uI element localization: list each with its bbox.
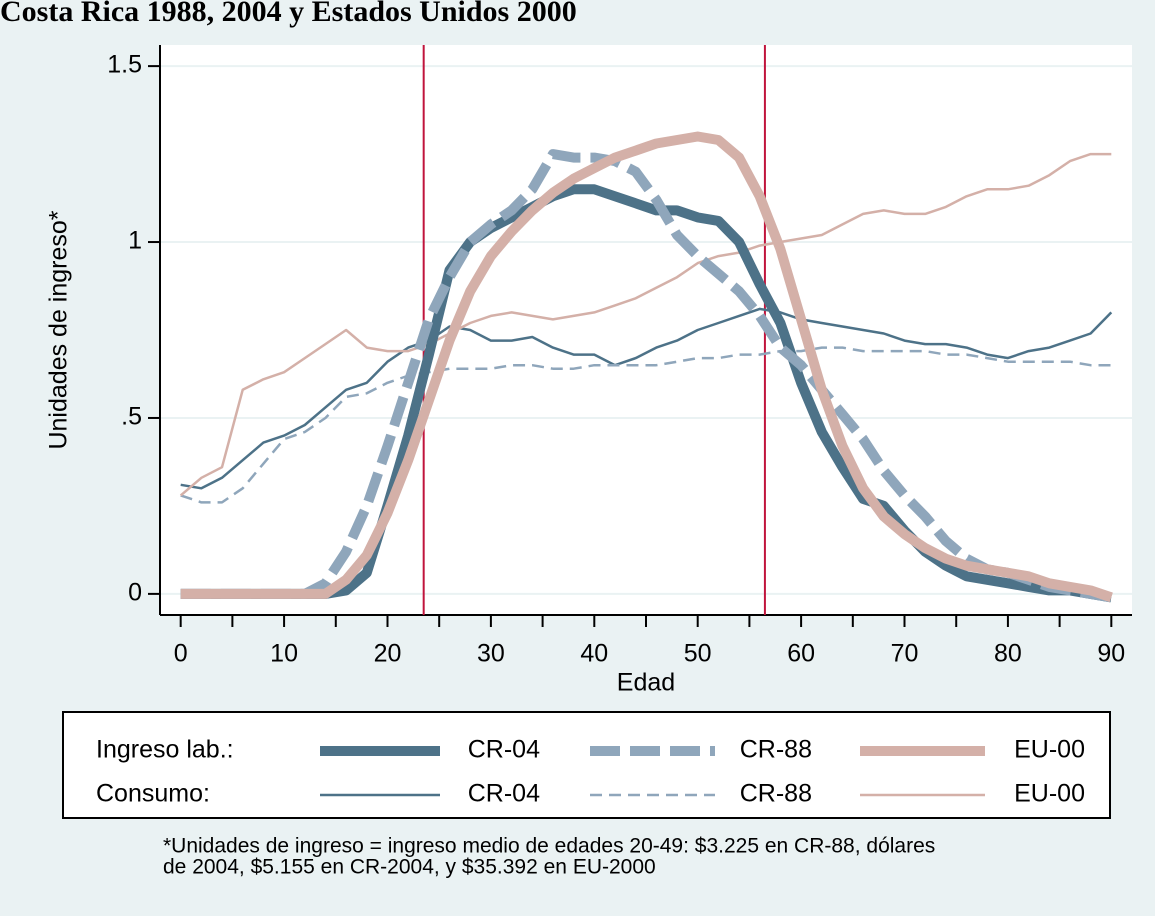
x-tick-label: 50 — [684, 640, 712, 668]
legend-group-label: Ingreso lab.: — [96, 736, 234, 764]
legend-group-label: Consumo: — [96, 780, 210, 808]
legend-box — [62, 711, 1111, 819]
y-tick-label: 1.5 — [107, 51, 142, 79]
legend-label: CR-88 — [740, 736, 812, 764]
x-axis-label: Edad — [617, 669, 675, 697]
y-tick-label: 1 — [128, 227, 142, 255]
x-tick-label: 30 — [477, 640, 505, 668]
y-tick-label: 0 — [128, 578, 142, 606]
y-axis-label: Unidades de ingreso* — [45, 210, 73, 449]
legend-label: EU-00 — [1014, 780, 1085, 808]
x-tick-label: 40 — [580, 640, 608, 668]
legend-label: CR-04 — [468, 780, 540, 808]
series-line — [179, 152, 1112, 497]
x-tick-label: 10 — [270, 640, 298, 668]
series-line — [180, 307, 1113, 490]
series-line — [180, 131, 1113, 603]
footnote: de 2004, $5.155 en CR-2004, y $35.392 en… — [163, 856, 656, 879]
y-tick-label: .5 — [121, 403, 142, 431]
chart-title: Costa Rica 1988, 2004 y Estados Unidos 2… — [0, 0, 577, 28]
series-line — [180, 346, 1112, 504]
x-tick-label: 70 — [891, 640, 919, 668]
x-tick-label: 0 — [174, 640, 188, 668]
plot-area — [160, 45, 1132, 615]
legend-label: EU-00 — [1014, 736, 1085, 764]
x-tick-label: 20 — [374, 640, 402, 668]
x-tick-label: 90 — [1097, 640, 1125, 668]
series-line — [180, 149, 1113, 603]
x-tick-label: 80 — [994, 640, 1022, 668]
legend-label: CR-04 — [468, 736, 540, 764]
footnote: *Unidades de ingreso = ingreso medio de … — [163, 835, 935, 858]
x-tick-label: 60 — [787, 640, 815, 668]
legend-label: CR-88 — [740, 780, 812, 808]
